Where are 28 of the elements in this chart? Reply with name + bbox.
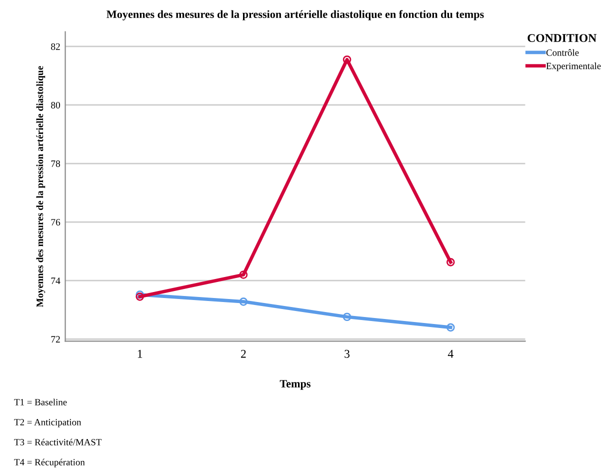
chart-title: Moyennes des mesures de la pression artérielle diastolique en fonction du temps: [106, 10, 484, 20]
point: [239, 297, 248, 306]
legend-label: Contrôle: [546, 49, 579, 56]
x-axis-title: Temps: [280, 380, 311, 390]
y-tick-label: 72: [51, 336, 60, 342]
x-tick-label: 4: [448, 350, 454, 358]
y-tick-label: 82: [51, 43, 60, 50]
y-tick-label: 80: [51, 102, 60, 108]
x-tick-label: 1: [138, 350, 142, 358]
point: [342, 312, 352, 322]
point: [136, 292, 144, 301]
point: [446, 258, 455, 266]
text: T3 = Réactivité/MAST: [14, 438, 102, 446]
y-tick-label: 78: [51, 160, 60, 167]
legend-label: Experimentale: [546, 62, 601, 72]
legend-title: CONDITION: [528, 34, 596, 42]
text: T4 = Récupération: [14, 458, 85, 468]
y-axis-title: Moyennes des mesures de la pression artérielle diastolique: [36, 66, 46, 308]
x-tick-label: 3: [344, 350, 350, 358]
y-tick-label: 74: [51, 278, 60, 284]
point: [446, 323, 455, 332]
x-tick-label: 2: [241, 350, 246, 358]
point: [136, 290, 144, 299]
text: T2 = Anticipation: [14, 419, 82, 428]
point: [239, 270, 248, 279]
point: [342, 55, 352, 64]
y-tick-label: 76: [51, 218, 60, 226]
text: T1 = Baseline: [14, 398, 67, 406]
